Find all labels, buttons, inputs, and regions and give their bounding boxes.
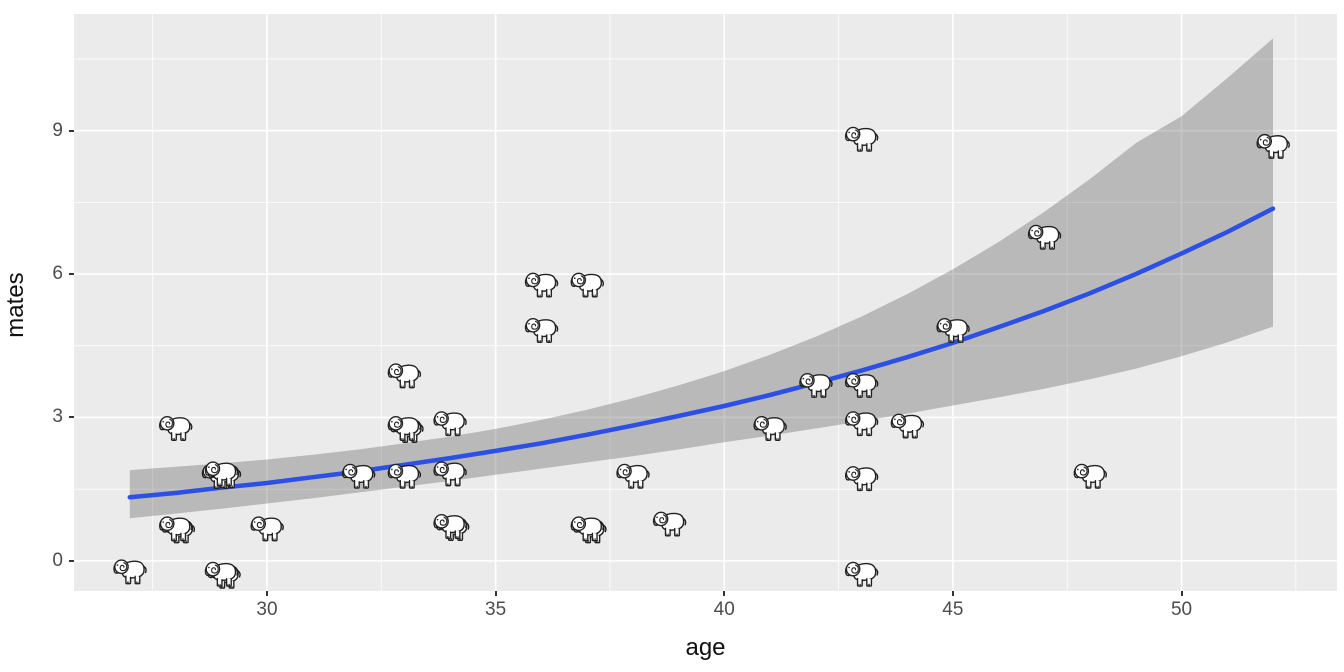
- gridlines-major: [74, 14, 1337, 591]
- y-axis-title: mates: [2, 272, 29, 338]
- plot-panel: [74, 14, 1337, 591]
- elephant-point: [387, 363, 422, 389]
- x-tick-label: 30: [256, 599, 278, 620]
- x-tick-label: 35: [485, 599, 507, 620]
- x-tick-mark: [494, 591, 497, 596]
- elephant-point: [250, 516, 284, 542]
- x-tick-mark: [265, 591, 268, 596]
- y-tick-label: 3: [52, 406, 63, 428]
- y-tick-mark: [69, 273, 74, 276]
- elephant-point: [1073, 463, 1108, 489]
- x-tick-label: 40: [713, 599, 735, 620]
- y-tick-mark: [69, 129, 74, 132]
- x-axis-title: age: [685, 634, 726, 661]
- confidence-ribbon-layer: [129, 38, 1273, 519]
- elephant-point: [616, 463, 650, 489]
- plot-panel-svg: [74, 14, 1337, 591]
- elephant-point: [890, 413, 925, 439]
- y-tick-mark: [69, 559, 74, 562]
- x-tick-mark: [951, 591, 954, 596]
- confidence-ribbon: [129, 38, 1273, 519]
- x-tick-label: 45: [942, 599, 964, 620]
- x-tick-mark: [1180, 591, 1183, 596]
- elephant-point: [844, 561, 879, 587]
- elephant-point: [844, 411, 879, 437]
- elephant-point: [844, 126, 879, 152]
- y-tick-label: 9: [52, 119, 63, 141]
- elephant-point: [524, 317, 559, 343]
- elephant-point: [844, 466, 879, 492]
- elephant-point: [113, 559, 147, 585]
- x-tick-label: 50: [1170, 599, 1193, 620]
- elephant-point: [433, 411, 467, 437]
- y-tick-mark: [69, 416, 74, 419]
- y-tick-label: 6: [52, 263, 63, 285]
- smooth-trend-line: [127, 206, 1276, 500]
- elephant-point: [652, 511, 687, 537]
- smooth-line-layer: [127, 206, 1276, 500]
- elephant-point: [524, 272, 559, 298]
- x-tick-mark: [723, 591, 726, 596]
- y-tick-label: 0: [52, 549, 63, 571]
- elephant-point: [570, 272, 605, 298]
- elephant-point: [159, 415, 193, 441]
